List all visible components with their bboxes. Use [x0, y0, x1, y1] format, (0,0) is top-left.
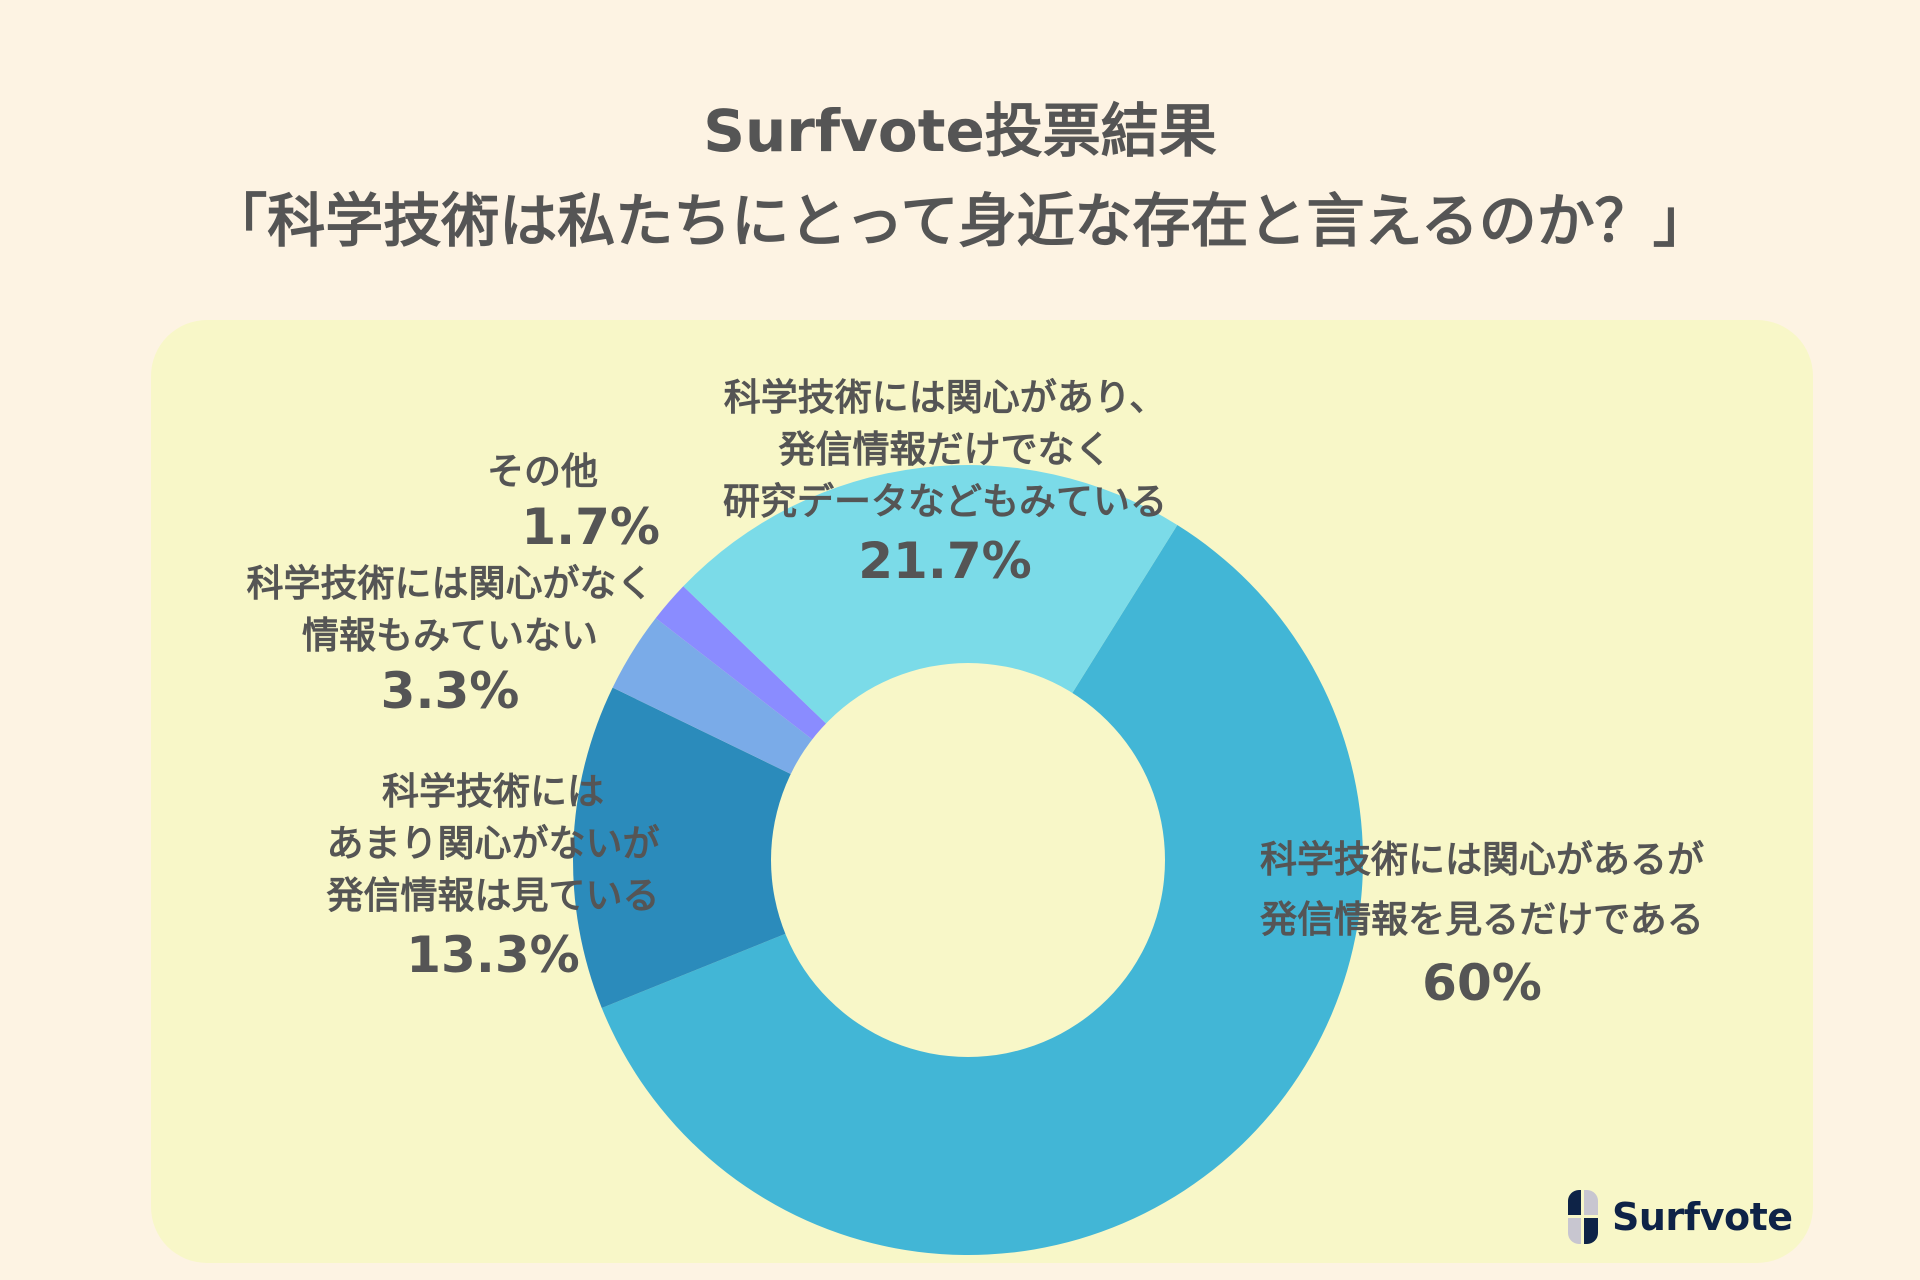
label-line: 研究データなどもみている	[723, 480, 1167, 523]
surfvote-logo: Surfvote	[1568, 1189, 1793, 1245]
label-percent: 13.3%	[406, 926, 580, 984]
donut-hole	[771, 663, 1165, 1057]
label-line: 発信情報だけでなく	[778, 428, 1112, 471]
surfvote-logo-text: Surfvote	[1612, 1195, 1793, 1239]
surfvote-logo-icon	[1568, 1190, 1598, 1244]
donut-slice	[683, 465, 1178, 860]
label-line: 科学技術には関心がなく	[246, 562, 654, 605]
chart-title-line2: 「科学技術は私たちにとって身近な存在と言えるのか？」	[209, 187, 1711, 255]
label-line: 科学技術には	[382, 770, 604, 813]
label-line: あまり関心がないが	[326, 822, 660, 865]
label-percent: 60%	[1422, 954, 1542, 1012]
label-percent: 21.7%	[858, 532, 1032, 590]
label-line: 情報もみていない	[302, 614, 598, 657]
donut-slice	[573, 687, 968, 1008]
label-line: 科学技術には関心があるが	[1260, 838, 1704, 881]
chart-title-line1: Surfvote投票結果	[703, 97, 1217, 165]
label-slice-21: 科学技術には関心があり、 発信情報だけでなく 研究データなどもみている 21.7…	[723, 372, 1167, 594]
label-line: 科学技術には関心があり、	[723, 376, 1167, 419]
label-line: その他	[487, 450, 598, 493]
label-slice-3: 科学技術には関心がなく 情報もみていない 3.3%	[247, 558, 654, 720]
label-percent: 3.3%	[380, 662, 520, 720]
label-slice-60: 科学技術には関心があるが 発信情報を見るだけである 60%	[1260, 830, 1704, 1016]
label-slice-13: 科学技術には あまり関心がないが 発信情報は見ている 13.3%	[327, 766, 660, 988]
label-slice-1: その他 1.7%	[360, 446, 660, 556]
label-line: 発信情報は見ている	[326, 874, 660, 917]
label-percent: 1.7%	[521, 498, 660, 556]
label-line: 発信情報を見るだけである	[1260, 898, 1704, 941]
